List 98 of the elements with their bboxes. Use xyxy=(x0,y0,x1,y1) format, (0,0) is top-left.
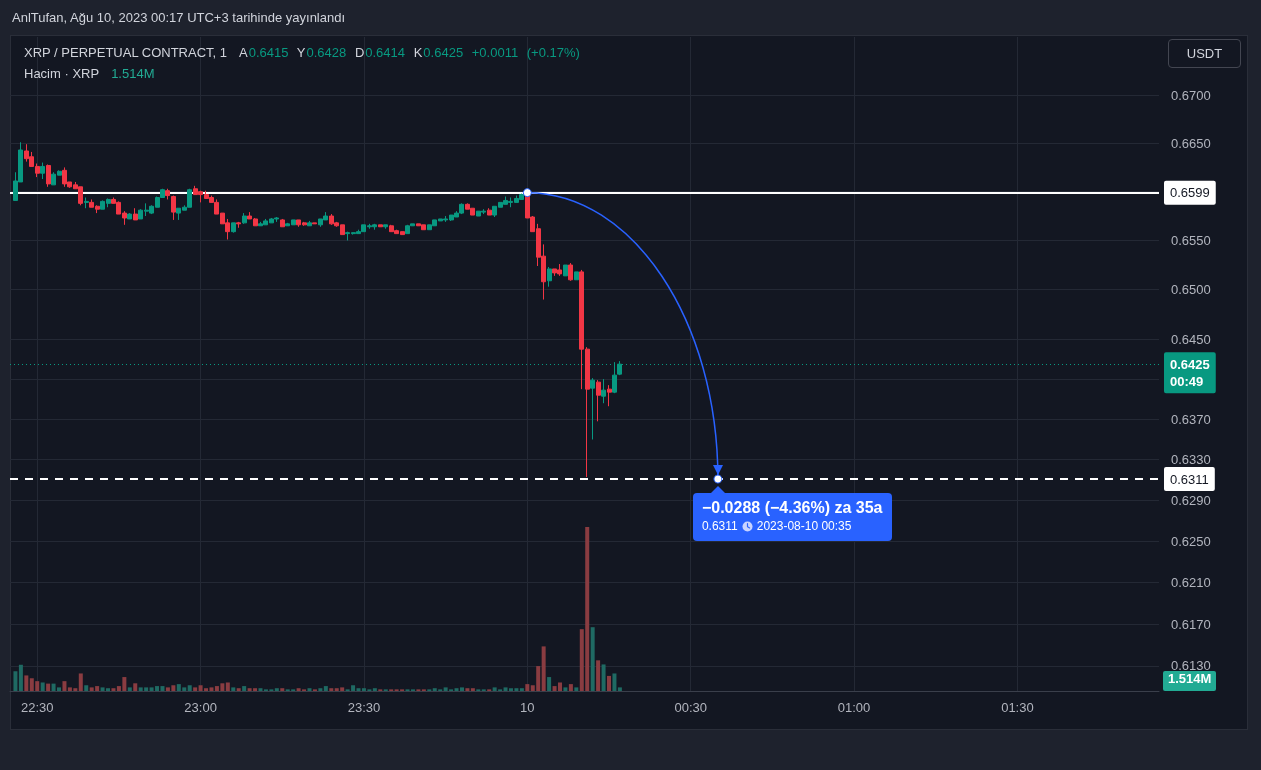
candlestick xyxy=(165,188,170,200)
y-tick-label: 0.6170 xyxy=(1171,616,1211,632)
bar xyxy=(563,687,568,691)
bar xyxy=(111,688,116,691)
annotation: 0.6311 xyxy=(701,518,738,535)
bar xyxy=(590,627,595,691)
chart-title: Hacim · XRP xyxy=(24,66,100,81)
bar xyxy=(13,671,18,691)
bar xyxy=(127,687,132,691)
candlestick xyxy=(487,207,492,216)
text: AnlTufan, Ağu 10, 2023 00:17 UTC+3 tarihinde yayınlandı xyxy=(12,10,346,26)
candlestick xyxy=(383,224,388,230)
bar xyxy=(601,664,606,691)
text: 1.514M xyxy=(1163,671,1217,691)
y-tick-label: 0.6330 xyxy=(1171,452,1211,468)
annotation: 2023-08-10 00:35 xyxy=(756,518,852,535)
text: XRP / PERPETUAL CONTRACT, 1 xyxy=(24,45,227,60)
y-tick-label: 0.6210 xyxy=(1171,575,1211,591)
chart-subtitle: 1.514M xyxy=(111,66,155,81)
y-tick-label: 0.6250 xyxy=(1171,533,1211,549)
candlestick xyxy=(590,377,595,440)
bar xyxy=(574,687,579,691)
bar xyxy=(231,687,236,691)
bar xyxy=(541,646,546,691)
annotation: −0.0288 (−4.36%) za 35a xyxy=(701,498,883,518)
bar xyxy=(24,675,29,691)
bar xyxy=(323,686,328,691)
bar xyxy=(617,687,622,691)
candlestick xyxy=(378,224,383,228)
ref-line-label: 0.6311 xyxy=(1170,471,1209,487)
bar xyxy=(187,685,192,691)
bar xyxy=(568,684,573,691)
ref-line-label: 0.6599 xyxy=(1170,185,1210,201)
text: A0.6415 Y0.6428 D0.6414 K0.6425 +0.0011 (+0.17%) xyxy=(239,45,580,60)
bar xyxy=(596,660,601,691)
bar xyxy=(307,688,312,691)
x-tick-label: 23:30 xyxy=(347,700,381,715)
candlestick xyxy=(568,262,573,282)
y-tick-label: 0.6500 xyxy=(1171,282,1211,298)
candlestick xyxy=(312,222,317,225)
bar xyxy=(280,688,285,691)
candlestick xyxy=(307,220,312,227)
bar xyxy=(519,688,524,691)
bar xyxy=(318,688,323,691)
bar xyxy=(274,688,279,691)
candlestick xyxy=(547,266,552,288)
candlestick xyxy=(171,195,176,221)
candlestick xyxy=(40,162,45,180)
bar xyxy=(612,673,617,691)
candlestick xyxy=(242,212,247,225)
x-tick-label: 23:00 xyxy=(184,700,217,715)
bar xyxy=(525,684,530,691)
y-axis-title: USDT xyxy=(1186,46,1223,61)
candlestick xyxy=(607,384,612,407)
ref-line-label: 0.6425 00:49 xyxy=(1170,356,1210,389)
y-tick-label: 0.6650 xyxy=(1171,135,1211,151)
candlestick xyxy=(133,207,138,221)
button: USDT xyxy=(1168,39,1241,68)
x-tick-label: 01:00 xyxy=(837,700,871,715)
y-tick-label: 0.6450 xyxy=(1171,331,1211,347)
y-tick-label: 0.6130 xyxy=(1171,658,1211,674)
bar xyxy=(84,685,89,691)
x-tick-label: 22:30 xyxy=(20,700,54,715)
bar xyxy=(225,682,230,691)
bar xyxy=(372,688,377,691)
candlestick xyxy=(84,197,89,209)
bar xyxy=(242,686,247,691)
bar xyxy=(465,688,470,691)
candlestick xyxy=(601,378,606,404)
candlestick xyxy=(596,379,601,422)
x-tick-label: 01:30 xyxy=(1001,700,1034,715)
bar xyxy=(78,673,83,691)
candlestick xyxy=(46,164,51,188)
x-tick-label: 10 xyxy=(520,700,535,715)
y-tick-label: 0.6370 xyxy=(1171,411,1211,427)
bar xyxy=(46,683,51,691)
bar xyxy=(133,683,138,691)
bar xyxy=(62,681,67,691)
candlestick xyxy=(563,264,568,277)
candlestick xyxy=(127,212,132,220)
bar xyxy=(459,687,464,691)
bar xyxy=(18,664,23,691)
candlestick xyxy=(574,271,579,281)
bar xyxy=(329,688,334,691)
candlestick xyxy=(280,218,285,228)
bar xyxy=(193,687,198,691)
bar xyxy=(258,688,263,691)
bar xyxy=(607,675,611,691)
candlestick xyxy=(231,222,236,234)
bar xyxy=(547,677,552,691)
x-tick-label: 00:30 xyxy=(674,700,707,715)
y-tick-label: 0.6550 xyxy=(1171,232,1211,248)
y-tick-label: 0.6700 xyxy=(1171,87,1211,103)
bar xyxy=(470,688,475,691)
bar xyxy=(236,688,241,691)
candlestick xyxy=(236,221,241,229)
bar xyxy=(40,682,45,691)
y-tick-label: 0.6290 xyxy=(1171,492,1211,508)
